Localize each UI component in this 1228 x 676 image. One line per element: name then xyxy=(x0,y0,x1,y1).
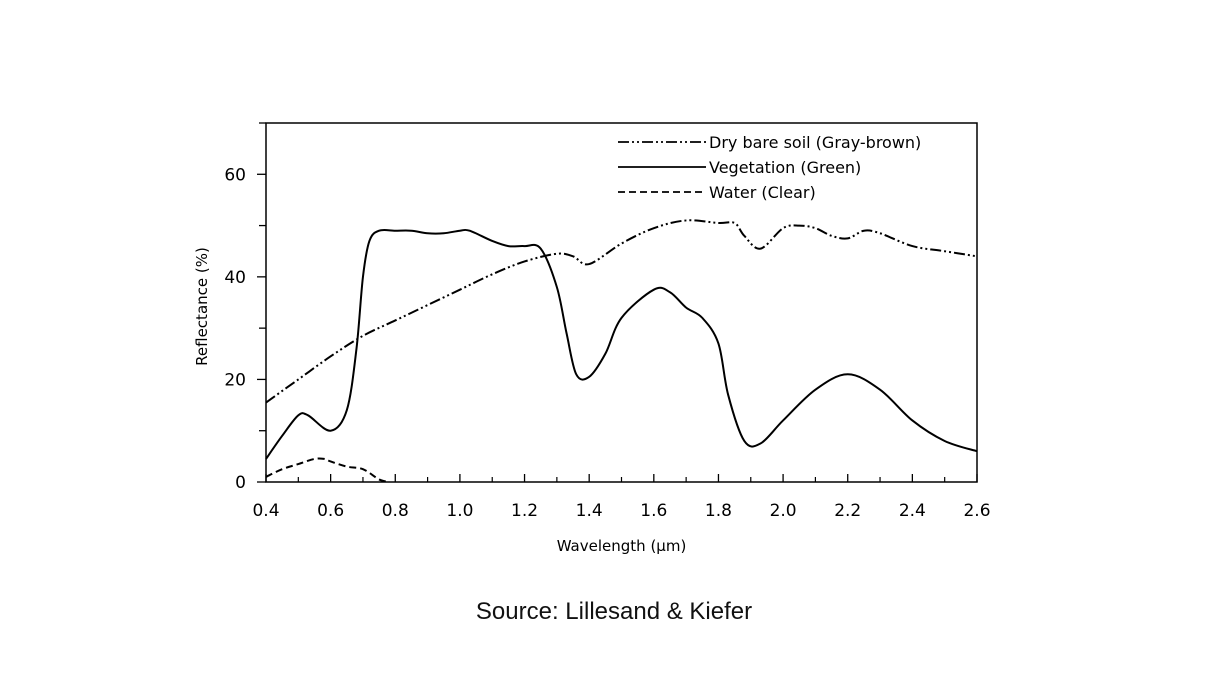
series-line-dry-soil xyxy=(265,219,978,404)
x-tick-label: 1.4 xyxy=(576,501,603,521)
legend-label: Vegetation (Green) xyxy=(709,158,861,177)
legend: Dry bare soil (Gray-brown) Vegetation (Gr… xyxy=(618,133,921,202)
x-tick-label: 1.0 xyxy=(446,501,473,521)
y-tick-label: 0 xyxy=(235,473,246,493)
legend-label: Dry bare soil (Gray-brown) xyxy=(709,133,921,152)
x-tick-label: 0.4 xyxy=(252,501,279,521)
series-layer xyxy=(265,219,978,483)
source-caption: Source: Lillesand & Kiefer xyxy=(475,598,753,625)
y-axis-label: Reflectance (%) xyxy=(193,247,211,366)
legend-item-water: Water (Clear) xyxy=(618,183,816,202)
y-tick-label: 60 xyxy=(224,165,246,185)
x-axis-label: Wavelength (μm) xyxy=(557,537,687,555)
legend-label: Water (Clear) xyxy=(709,183,816,202)
legend-item-vegetation: Vegetation (Green) xyxy=(618,158,861,177)
x-tick-label: 2.4 xyxy=(899,501,926,521)
x-tick-label: 1.6 xyxy=(640,501,667,521)
x-tick-label: 1.2 xyxy=(511,501,538,521)
x-tick-label: 1.8 xyxy=(705,501,732,521)
x-tick-label: 2.0 xyxy=(770,501,797,521)
x-tick-label: 0.8 xyxy=(382,501,409,521)
x-tick-label: 2.6 xyxy=(963,501,990,521)
y-tick-label: 20 xyxy=(224,370,246,390)
series-line-vegetation xyxy=(265,228,978,460)
plot-frame xyxy=(265,122,978,483)
y-tick-label: 40 xyxy=(224,268,246,288)
x-tick-label: 2.2 xyxy=(834,501,861,521)
legend-item-dry-soil: Dry bare soil (Gray-brown) xyxy=(618,133,921,152)
axes: 0.4 0.6 0.8 1.0 1.2 1.4 1.6 1.8 2.0 2.2 2.4 2.6 0 20 4… xyxy=(224,122,991,521)
series-line-water xyxy=(265,457,390,483)
x-tick-label: 0.6 xyxy=(317,501,344,521)
